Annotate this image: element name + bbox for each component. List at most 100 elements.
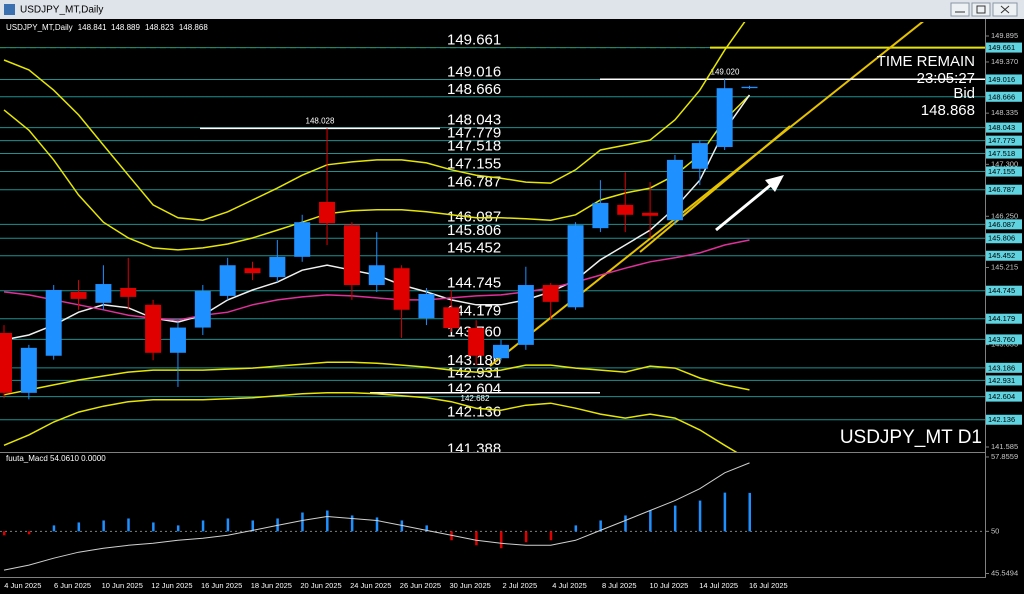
level-tag xyxy=(986,313,1022,324)
y-tick-label: 141.585 xyxy=(991,442,1018,451)
close-glyph xyxy=(1000,5,1010,14)
candle-body xyxy=(145,304,162,353)
arrow-head xyxy=(765,175,784,192)
bid-price: 148.868 xyxy=(921,102,975,119)
header-value: USDJPY_MT,Daily xyxy=(6,23,73,32)
maximize-button[interactable] xyxy=(971,2,991,17)
y-tick-label: 146.250 xyxy=(991,211,1018,220)
indicator-line xyxy=(3,239,750,321)
level-tag xyxy=(986,122,1022,133)
candle-body xyxy=(443,307,460,329)
macd-y-tick-label: 57.8559 xyxy=(991,452,1018,461)
candle-body xyxy=(517,285,534,345)
macd-bar xyxy=(201,520,205,532)
x-tick-label: 8 Jul 2025 xyxy=(602,581,637,590)
macd-bar xyxy=(599,520,602,532)
level-tag-label: 143.760 xyxy=(988,335,1015,344)
candle-body xyxy=(194,290,211,328)
candle-body xyxy=(244,268,261,274)
level-label: 145.452 xyxy=(447,240,501,257)
macd-bar xyxy=(500,531,503,549)
candle-body xyxy=(716,88,733,148)
candle-body xyxy=(567,225,584,308)
level-tag xyxy=(986,391,1022,402)
candle-body xyxy=(169,327,186,353)
macd-bar xyxy=(102,520,105,532)
time-remain-label: TIME REMAIN xyxy=(877,53,975,70)
overlay: USDJPY_MT,Daily 148.841 148.889 148.823 148.… xyxy=(6,23,982,463)
macd-bar xyxy=(475,531,478,546)
level-tag-label: 145.452 xyxy=(988,251,1015,260)
macd-bar xyxy=(52,525,56,532)
header-value: 148.823 xyxy=(145,23,174,32)
minimize-button[interactable] xyxy=(950,2,970,17)
level-label: 147.779 xyxy=(447,125,501,142)
candle-body xyxy=(666,159,683,221)
maximize-glyph xyxy=(976,5,986,14)
trend-line xyxy=(639,125,791,253)
macd-bar xyxy=(748,492,751,532)
x-tick-label: 18 Jun 2025 xyxy=(251,581,292,590)
time-remain: 23:05:27 xyxy=(917,70,975,87)
candle-body xyxy=(20,347,37,393)
macd-bar xyxy=(425,525,428,532)
x-tick-label: 10 Jul 2025 xyxy=(650,581,689,590)
candle-body xyxy=(319,201,336,224)
level-tag-label: 147.779 xyxy=(988,136,1015,145)
level-label: 144.745 xyxy=(447,275,501,292)
candle-body xyxy=(493,344,509,359)
macd-bar xyxy=(152,522,155,532)
level-label: 141.388 xyxy=(447,441,501,458)
candle-body xyxy=(741,86,758,89)
y-tick-label: 145.215 xyxy=(991,262,1018,271)
level-tag xyxy=(986,362,1022,373)
level-tag-label: 142.136 xyxy=(988,415,1015,424)
level-tag-label: 147.518 xyxy=(988,149,1015,158)
level-tag xyxy=(986,74,1022,85)
level-tag xyxy=(986,414,1022,425)
level-tag-label: 146.087 xyxy=(988,220,1015,229)
macd-bar xyxy=(301,512,304,532)
macd-y-tick-label: 50 xyxy=(991,526,999,535)
macd-bar xyxy=(350,515,354,532)
level-tag xyxy=(986,285,1022,296)
level-tag xyxy=(986,148,1022,159)
symbol-header: USDJPY_MT,Daily 148.841 148.889 148.823 148.… xyxy=(6,23,208,32)
level-label: 148.043 xyxy=(447,112,501,129)
level-tag-label: 142.604 xyxy=(988,392,1015,401)
macd-bar xyxy=(3,531,6,536)
candle-body xyxy=(70,291,87,299)
candle-body xyxy=(95,284,112,303)
candle-body xyxy=(592,202,609,229)
indicator-line xyxy=(3,361,750,396)
candle-body xyxy=(468,328,485,356)
level-label: 149.016 xyxy=(447,63,501,80)
symbol-label: USDJPY_MT D1 xyxy=(840,427,982,448)
x-tick-label: 24 Jun 2025 xyxy=(350,581,391,590)
level-tag xyxy=(986,219,1022,230)
candle-body xyxy=(45,289,62,356)
level-tag xyxy=(986,334,1022,345)
bid-label: Bid xyxy=(953,85,975,102)
window-icon xyxy=(4,4,15,15)
level-tag-label: 144.745 xyxy=(988,286,1015,295)
candle-body xyxy=(0,333,12,393)
trend-line xyxy=(489,22,924,367)
price-mark-label: 142.682 xyxy=(461,394,490,403)
candle-body xyxy=(642,212,659,216)
y-tick-label: 147.300 xyxy=(991,159,1018,168)
level-tag xyxy=(986,375,1022,386)
price-mark-label: 149.020 xyxy=(711,67,740,76)
x-tick-label: 12 Jun 2025 xyxy=(151,581,192,590)
indicator-line xyxy=(3,22,746,221)
macd-bar xyxy=(375,517,379,532)
level-tag-label: 143.186 xyxy=(988,363,1015,372)
header-value: 148.841 xyxy=(78,23,107,32)
x-tick-label: 4 Jul 2025 xyxy=(552,581,587,590)
macd-bar xyxy=(574,525,578,532)
y-tick-label: 149.895 xyxy=(991,31,1018,40)
level-label: 142.136 xyxy=(447,404,501,421)
